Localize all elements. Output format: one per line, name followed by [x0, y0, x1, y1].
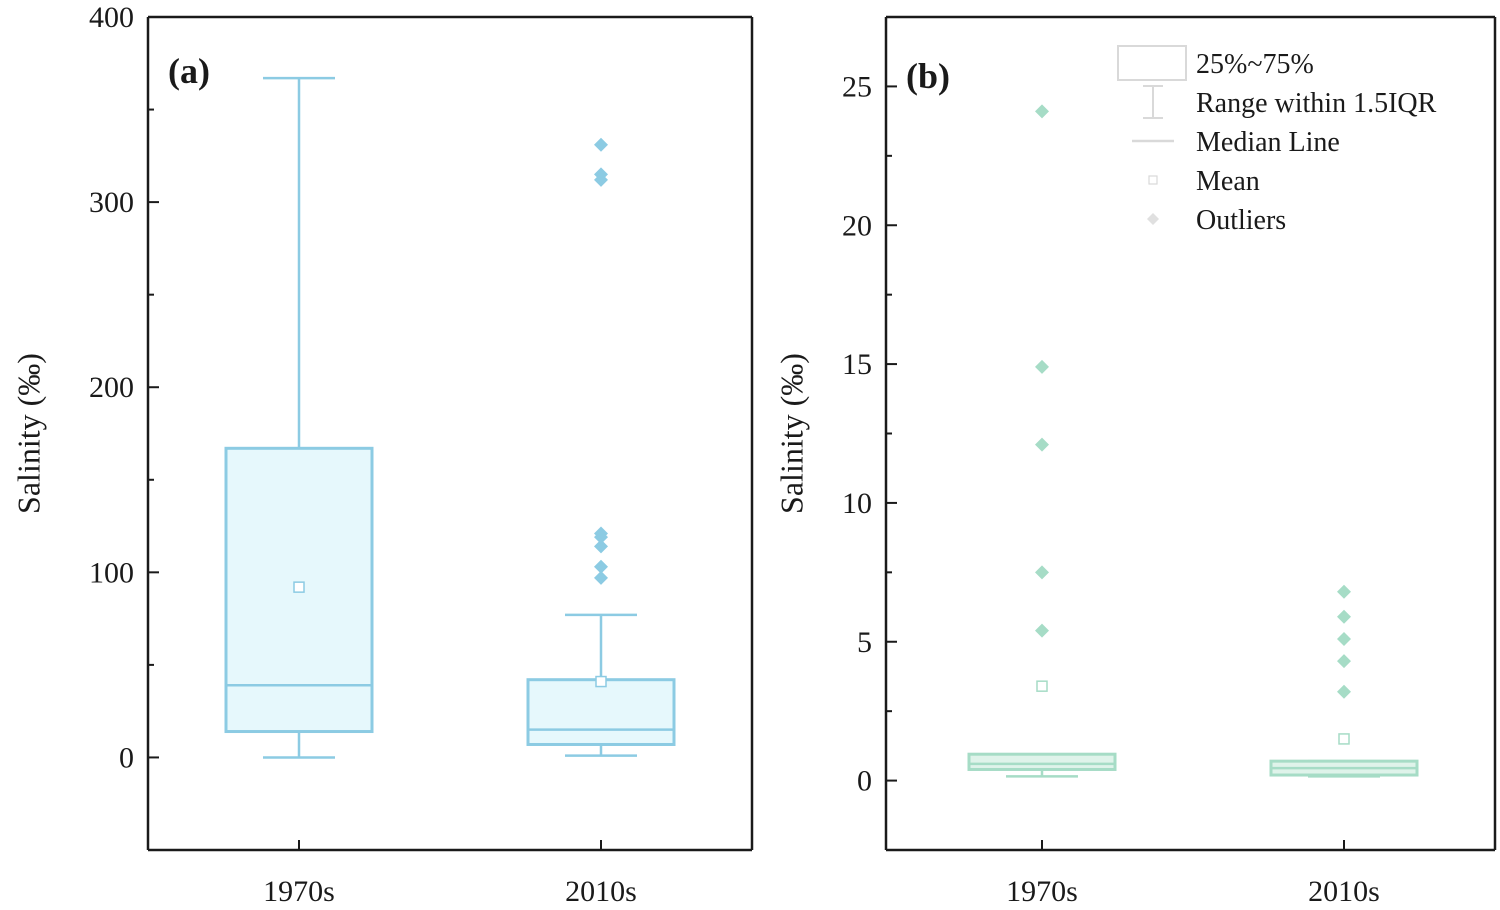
y-tick-label: 25 [842, 70, 872, 103]
y-tick-label: 5 [857, 626, 872, 659]
outlier-point [1337, 609, 1351, 624]
box-1970s [967, 104, 1117, 778]
y-tick-label: 400 [89, 1, 134, 34]
box-1970s [224, 76, 374, 759]
x-tick-label: 2010s [565, 875, 637, 908]
panel-label: (b) [906, 56, 950, 96]
mean-marker [1036, 680, 1048, 692]
outlier-point [594, 559, 608, 574]
panel-label: (a) [168, 51, 210, 91]
outlier-point [1337, 654, 1351, 669]
legend-label: Mean [1196, 166, 1260, 197]
y-tick-label: 0 [119, 741, 134, 774]
legend-mean-swatch [1148, 175, 1158, 185]
legend-label: Range within 1.5IQR [1196, 88, 1437, 119]
y-tick-label: 300 [89, 186, 134, 219]
legend-label: 25%~75% [1196, 49, 1314, 80]
y-tick-label: 20 [842, 209, 872, 242]
legend-box-swatch [1117, 45, 1187, 81]
x-tick-label: 1970s [263, 875, 335, 908]
y-tick-label: 200 [89, 371, 134, 404]
outlier-point [1337, 684, 1351, 699]
legend-label: Median Line [1196, 127, 1340, 158]
panel-b: 0 5 10 15 20 25 1970s 2010s Salinity (‰) (b) 25%~7… [773, 15, 1497, 908]
legend-label: Outliers [1196, 205, 1286, 236]
outlier-point [1035, 565, 1049, 580]
legend-outlier-swatch [1147, 213, 1159, 225]
y-tick-label: 10 [842, 487, 872, 520]
iqr-box [526, 678, 676, 746]
y-axis-title: Salinity (‰) [10, 353, 46, 514]
y-tick-label: 15 [842, 348, 872, 381]
outlier-point [1337, 584, 1351, 599]
outlier-point [1035, 359, 1049, 374]
legend: 25%~75% Range within 1.5IQR Median Line Mea… [1117, 45, 1437, 236]
mean-marker [595, 675, 607, 688]
outlier-point [594, 172, 608, 187]
mean-marker [293, 581, 305, 593]
mean-marker [1338, 733, 1350, 745]
outlier-point [594, 570, 608, 585]
outlier-point [1035, 437, 1049, 452]
outlier-point [594, 137, 608, 152]
box-2010s [526, 137, 676, 757]
outlier-point [594, 530, 608, 545]
x-tick-label: 2010s [1308, 875, 1380, 908]
y-tick-label: 100 [89, 556, 134, 589]
y-axis-title: Salinity (‰) [773, 353, 809, 514]
iqr-box [967, 752, 1117, 771]
outlier-point [1035, 104, 1049, 119]
x-tick-label: 1970s [1006, 875, 1078, 908]
outlier-point [594, 539, 608, 554]
panel-a: 0 100 200 300 400 1970s 2010s Salinity (‰) (a) [10, 1, 754, 908]
box-2010s [1269, 584, 1419, 778]
outlier-point [1337, 631, 1351, 646]
outlier-point [1035, 623, 1049, 638]
y-tick-label: 0 [857, 765, 872, 798]
